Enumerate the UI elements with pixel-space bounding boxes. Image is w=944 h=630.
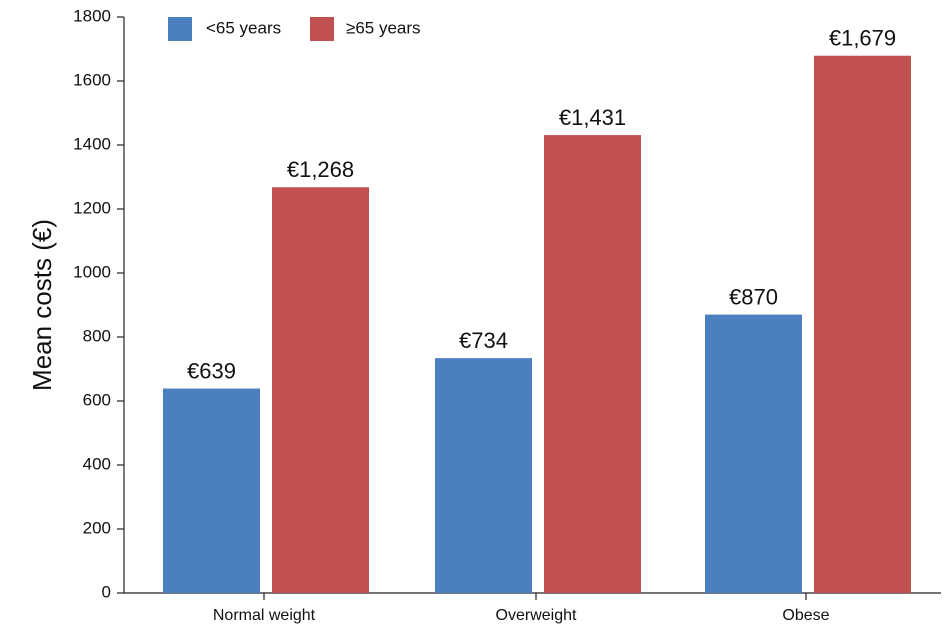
data-label: €1,679 [829,26,896,51]
legend: <65 years ≥65 years [168,17,421,41]
y-tick-label: 1200 [73,198,111,217]
value-labels: €639 €1,268 €734 €1,431 €870 €1,679 [187,26,896,384]
y-axis: 0 200 400 600 800 1000 1200 1400 1600 1800 [73,6,125,601]
x-tick-label: Overweight [496,607,577,624]
y-tick-label: 600 [83,390,111,409]
data-label: €639 [187,359,236,384]
legend-swatch [168,17,192,41]
y-tick-label: 0 [102,582,111,601]
bar-over-65 [544,135,641,593]
x-tick-label: Obese [782,607,829,624]
legend-label: <65 years [206,18,281,37]
legend-label: ≥65 years [346,18,421,37]
y-axis-title: Mean costs (€) [27,219,57,391]
y-tick-label: 400 [83,454,111,473]
y-tick-label: 1800 [73,6,111,25]
x-axis: Normal weight Overweight Obese [124,592,941,624]
data-label: €734 [459,328,508,353]
legend-swatch [310,17,334,41]
bar-under-65 [435,358,532,593]
y-tick-label: 1400 [73,134,111,153]
y-tick-label: 800 [83,326,111,345]
bars [163,55,911,594]
bar-under-65 [163,388,260,593]
bar-over-65 [814,55,911,594]
y-tick-label: 200 [83,518,111,537]
y-tick-label: 1600 [73,70,111,89]
bar-over-65 [272,187,369,594]
y-tick-label: 1000 [73,262,111,281]
bar-under-65 [705,314,802,593]
data-label: €1,268 [287,157,354,182]
data-label: €870 [729,285,778,310]
data-label: €1,431 [559,105,626,130]
x-tick-label: Normal weight [213,607,316,624]
